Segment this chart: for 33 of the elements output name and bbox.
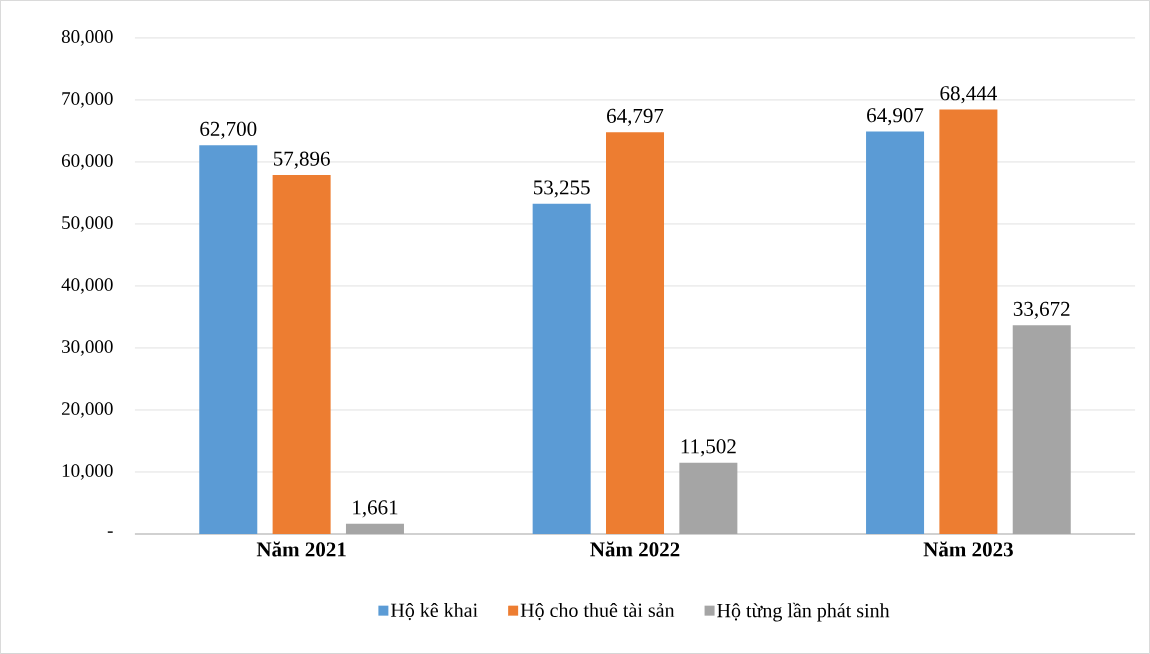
- bar: [272, 175, 331, 535]
- legend-label: Hộ cho thuê tài sản: [520, 602, 675, 621]
- y-tick-label: 80,000: [61, 30, 113, 46]
- y-tick-label: 20,000: [61, 402, 113, 418]
- data-label: 64,907: [867, 108, 924, 126]
- bar: [345, 523, 404, 535]
- x-tick-label: Năm 2023: [923, 541, 1013, 557]
- bar: [866, 131, 925, 535]
- data-label: 68,444: [940, 86, 997, 104]
- bar: [199, 145, 258, 535]
- y-tick-label: 60,000: [61, 154, 113, 170]
- x-tick-label: Năm 2021: [256, 541, 346, 557]
- data-label: 11,502: [681, 439, 736, 457]
- bar: [939, 109, 998, 535]
- y-tick-label: 30,000: [62, 340, 113, 356]
- bar: [1012, 325, 1071, 535]
- data-label: 57,896: [273, 151, 330, 169]
- y-tick-label: 70,000: [62, 92, 113, 108]
- bar: [679, 462, 738, 535]
- data-label: 64,797: [607, 108, 664, 127]
- x-tick-label: Năm 2022: [590, 541, 680, 557]
- y-tick-label: 10,000: [62, 464, 113, 480]
- y-tick-label: 40,000: [61, 278, 113, 294]
- data-label: 33,672: [1013, 301, 1070, 320]
- data-label: 62,700: [200, 121, 257, 140]
- legend-label: Hộ kê khai: [390, 602, 478, 621]
- data-label: 53,255: [534, 180, 590, 198]
- bar: [532, 203, 591, 535]
- legend-label: Hộ từng lần phát sinh: [717, 602, 890, 622]
- y-tick-label: 50,000: [62, 216, 113, 232]
- bar: [606, 132, 665, 535]
- data-label: 1,661: [353, 500, 398, 518]
- y-tick-label: -: [107, 531, 113, 533]
